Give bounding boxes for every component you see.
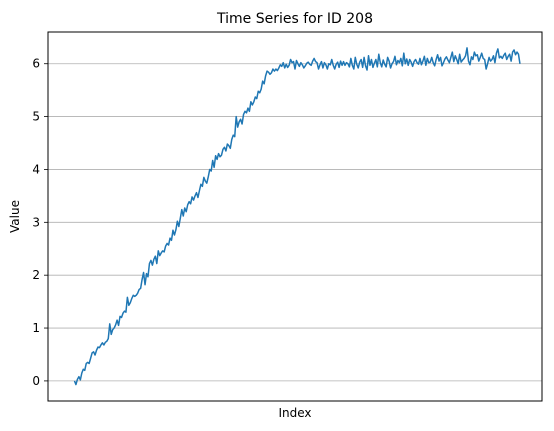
x-axis-label: Index (278, 406, 311, 420)
series-layer (73, 47, 521, 386)
y-tick-label: 6 (32, 57, 40, 71)
y-tick-label: 0 (32, 374, 40, 388)
chart-title: Time Series for ID 208 (216, 11, 373, 27)
y-tick-label: 2 (32, 268, 40, 282)
series-line (73, 47, 521, 386)
y-axis-label: Value (8, 200, 22, 233)
y-axis-ticks: 0 1 2 3 4 5 6 (32, 57, 48, 388)
plot-frame (47, 31, 543, 402)
y-tick-label: 4 (32, 162, 40, 176)
y-tick-label: 5 (32, 110, 40, 124)
y-tick-label: 1 (32, 321, 40, 335)
y-gridlines (48, 63, 542, 382)
y-tick-label: 3 (32, 215, 40, 229)
